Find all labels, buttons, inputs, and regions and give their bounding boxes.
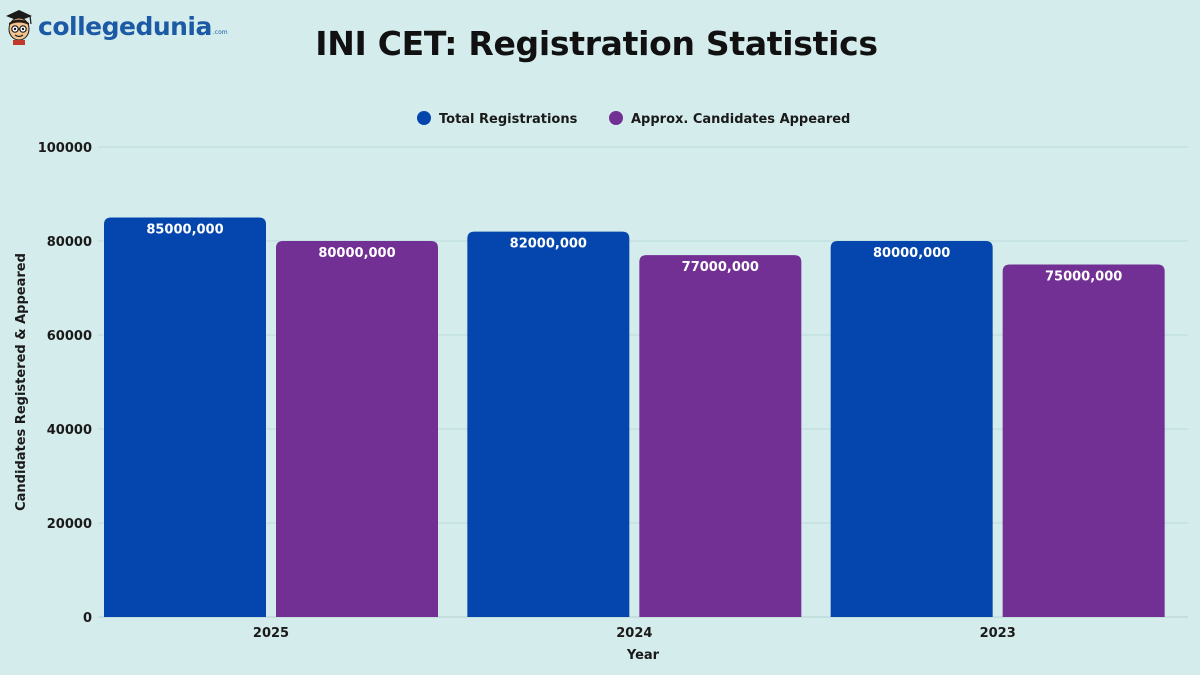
bar bbox=[104, 217, 266, 617]
legend-label: Total Registrations bbox=[439, 112, 578, 127]
x-tick-label: 2025 bbox=[253, 626, 289, 641]
y-tick-label: 40000 bbox=[47, 423, 92, 438]
bar-value-label: 80000,000 bbox=[873, 246, 950, 261]
x-tick-label: 2024 bbox=[616, 626, 652, 641]
chart-title: INI CET: Registration Statistics bbox=[315, 24, 878, 63]
y-tick-label: 0 bbox=[83, 611, 92, 626]
bar-value-label: 82000,000 bbox=[510, 237, 587, 252]
bar-value-label: 75000,000 bbox=[1045, 270, 1122, 285]
y-axis-label: Candidates Registered & Appeared bbox=[14, 253, 29, 511]
y-tick-label: 60000 bbox=[47, 329, 92, 344]
bar-value-label: 77000,000 bbox=[682, 260, 759, 275]
brand-suffix: .com bbox=[212, 29, 228, 36]
legend-swatch bbox=[417, 111, 431, 125]
y-tick-label: 20000 bbox=[47, 517, 92, 532]
brand-logo[interactable]: collegedunia .com bbox=[4, 6, 228, 46]
bar bbox=[639, 255, 802, 617]
y-tick-label: 100000 bbox=[38, 141, 92, 156]
bar-value-label: 85000,000 bbox=[146, 223, 223, 238]
bar bbox=[467, 231, 630, 617]
bar bbox=[1002, 264, 1165, 617]
brand-name: collegedunia bbox=[38, 11, 212, 41]
x-tick-label: 2023 bbox=[980, 626, 1016, 641]
bar bbox=[830, 241, 993, 617]
mascot-icon bbox=[6, 10, 32, 45]
bar-value-label: 80000,000 bbox=[318, 246, 395, 261]
y-tick-label: 80000 bbox=[47, 235, 92, 250]
bar bbox=[276, 241, 438, 617]
legend-label: Approx. Candidates Appeared bbox=[631, 112, 850, 127]
legend-swatch bbox=[609, 111, 623, 125]
x-axis-label: Year bbox=[626, 648, 660, 663]
